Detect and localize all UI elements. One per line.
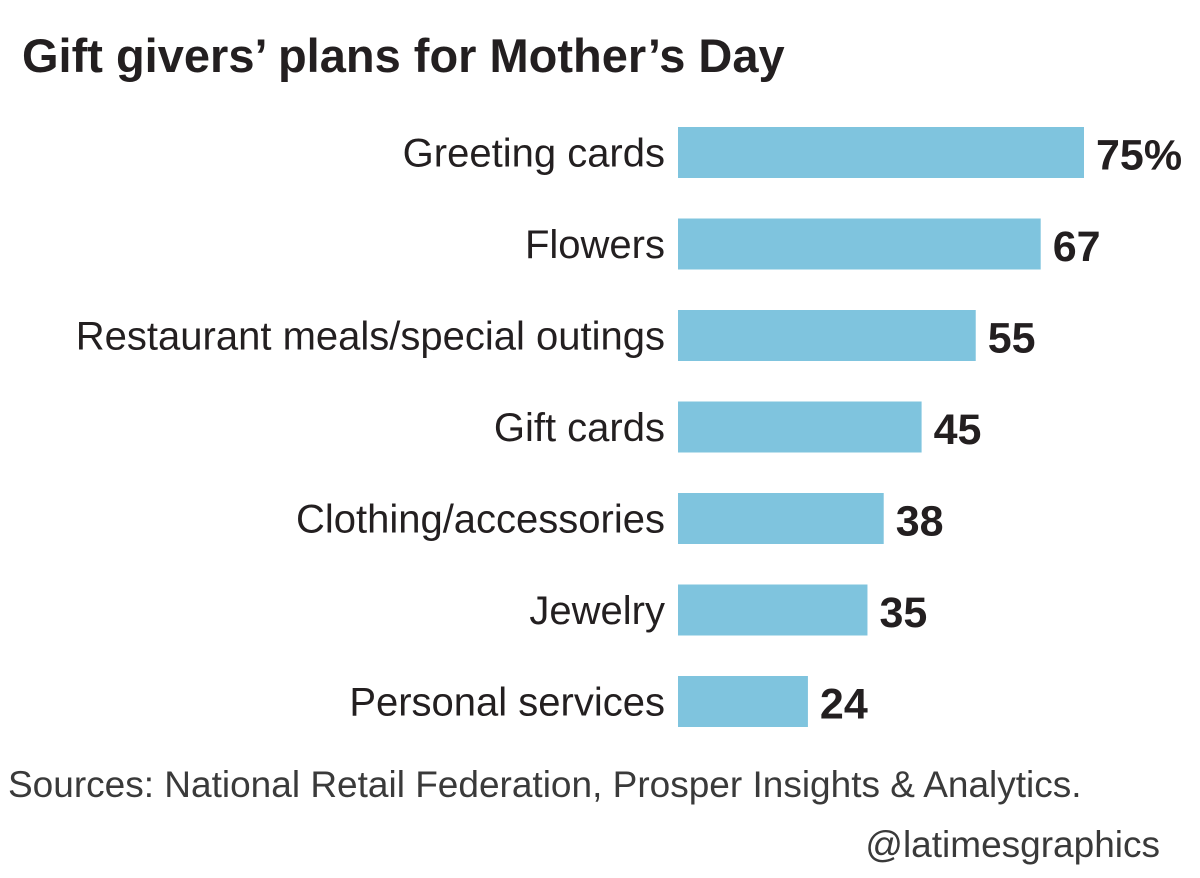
bar [678, 310, 976, 361]
category-label: Flowers [525, 223, 665, 267]
value-label: 38 [896, 498, 944, 546]
bar [678, 584, 868, 636]
source-note: Sources: National Retail Federation, Pro… [8, 764, 1082, 805]
bar [678, 676, 808, 727]
value-label: 35 [879, 589, 927, 637]
value-label: 45 [934, 406, 982, 454]
category-label: Personal services [349, 681, 665, 725]
category-label: Restaurant meals/special outings [76, 315, 665, 359]
chart-title: Gift givers’ plans for Mother’s Day [22, 29, 785, 82]
category-label: Gift cards [494, 406, 665, 450]
value-label: 67 [1053, 223, 1101, 271]
category-label: Greeting cards [403, 132, 665, 176]
value-label: 24 [820, 681, 868, 729]
bars-group: Greeting cards 75% Flowers 67 Restaurant mea… [76, 127, 1182, 729]
category-label: Clothing/accessories [296, 498, 665, 542]
category-label: Jewelry [529, 589, 665, 633]
value-label: 55 [988, 315, 1036, 363]
bar [678, 493, 884, 544]
credit-handle: @latimesgraphics [865, 824, 1160, 865]
value-label: 75% [1096, 132, 1182, 180]
bar [678, 218, 1041, 270]
bar [678, 127, 1084, 178]
bar [678, 401, 922, 453]
